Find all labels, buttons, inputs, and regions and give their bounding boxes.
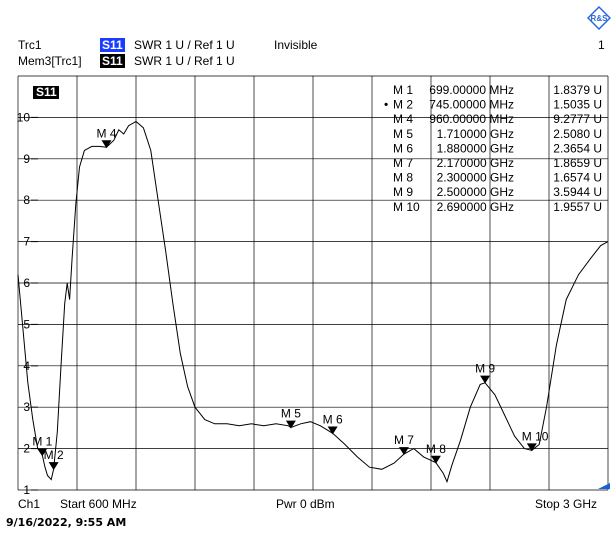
scroll-arrow-icon[interactable] [598, 483, 610, 489]
plot-label-badge [33, 86, 59, 99]
channel-label[interactable]: Ch1 [18, 497, 41, 511]
trace1-tag-label: S11 [100, 38, 125, 52]
marker-table-stimulus: 699.00000 MHz [429, 83, 514, 97]
start-frequency[interactable]: Start 600 MHz [60, 497, 137, 511]
marker-triangle[interactable] [48, 462, 59, 471]
marker-table-reading: 1.8659 U [553, 156, 602, 170]
marker-table: M 1 699.00000 MHz 1.8379 U • M 2 745.00000 MH… [384, 83, 602, 214]
marker-plot-label: M 1 [32, 434, 52, 448]
trace1-name[interactable]: Trc1 [18, 38, 42, 52]
marker-triangle[interactable] [398, 447, 409, 456]
marker-table-name: M 9 [393, 185, 413, 199]
stop-frequency[interactable]: Stop 3 GHz [535, 497, 598, 511]
marker-table-stimulus: 2.300000 GHz [437, 171, 514, 185]
marker-table-name: M 5 [393, 127, 413, 141]
marker-plot-label: M 9 [475, 362, 495, 376]
marker-table-reading: 1.6574 U [553, 171, 602, 185]
marker-table-reading: 3.5944 U [553, 185, 602, 199]
marker-triangle[interactable] [37, 448, 48, 457]
plot-grid [17, 75, 609, 491]
marker-table-name: M 6 [393, 141, 413, 155]
marker-table-stimulus: 1.710000 GHz [437, 127, 514, 141]
marker-table-stimulus: 745.00000 MHz [429, 98, 514, 112]
marker-table-name: M 1 [393, 83, 413, 97]
s11-trace [17, 120, 609, 484]
y-tick-label: 10 [17, 110, 31, 124]
y-tick-label: 7 [23, 235, 30, 249]
marker-table-name: M 2 [393, 98, 413, 112]
y-tick-label: 5 [23, 317, 30, 331]
marker-plot-label: M 5 [281, 407, 301, 421]
trace2-format[interactable]: SWR 1 U / Ref 1 U [134, 54, 235, 68]
y-tick-label: 3 [23, 400, 30, 414]
power-level[interactable]: Pwr 0 dBm [276, 497, 335, 511]
y-tick-label: 2 [23, 442, 30, 456]
marker-plot-label: M 4 [97, 126, 117, 140]
trace1-format[interactable]: SWR 1 U / Ref 1 U [134, 38, 235, 52]
active-marker-dot: • [384, 98, 388, 112]
channel-number: 1 [598, 38, 605, 52]
y-tick-label: 4 [23, 359, 30, 373]
marker-plot-label: M 8 [426, 442, 446, 456]
y-tick-label: 6 [23, 276, 30, 290]
marker-table-reading: 1.9557 U [553, 200, 602, 214]
marker-table-name: M 8 [393, 171, 413, 185]
marker-table-stimulus: 2.690000 GHz [437, 200, 514, 214]
marker-triangle[interactable] [327, 426, 338, 435]
marker-triangle[interactable] [101, 140, 112, 149]
marker-table-stimulus: 2.170000 GHz [437, 156, 514, 170]
marker-table-stimulus: 1.880000 GHz [437, 141, 514, 155]
y-axis-labels: 10 9 8 7 6 5 4 3 2 1 [17, 110, 38, 497]
marker-triangle[interactable] [526, 443, 537, 452]
y-tick-label: 8 [23, 193, 30, 207]
trace2-name[interactable]: Mem3[Trc1] [18, 54, 82, 68]
plot-label: S11 [36, 85, 57, 99]
marker-table-stimulus: 960.00000 MHz [429, 112, 514, 126]
y-tick-label: 1 [23, 483, 30, 497]
marker-triangle[interactable] [285, 420, 296, 429]
marker-table-reading: 1.8379 U [553, 83, 602, 97]
marker-triangle[interactable] [480, 375, 491, 384]
marker-table-reading: 2.3654 U [553, 141, 602, 155]
timestamp: 9/16/2022, 9:55 AM [6, 516, 127, 529]
marker-table-reading: 1.5035 U [553, 98, 602, 112]
marker-plot-label: M 6 [323, 412, 343, 426]
marker-table-name: M 7 [393, 156, 413, 170]
marker-table-reading: 9.2777 U [553, 112, 602, 126]
trace1-state: Invisible [274, 38, 318, 52]
marker-plot-label: M 10 [522, 429, 549, 443]
marker-plot-label: M 7 [394, 433, 414, 447]
trace2-tag[interactable]: S11 [100, 54, 125, 68]
marker-table-name: M 10 [393, 200, 420, 214]
svg-text:R&S: R&S [591, 14, 609, 23]
marker-triangle[interactable] [430, 455, 441, 464]
trace2-tag-label: S11 [100, 54, 125, 68]
marker-table-reading: 2.5080 U [553, 127, 602, 141]
rs-logo-icon: R&S [587, 6, 611, 30]
marker-table-stimulus: 2.500000 GHz [437, 185, 514, 199]
y-tick-label: 9 [23, 152, 30, 166]
marker-plot-label: M 2 [44, 448, 64, 462]
marker-table-name: M 4 [393, 112, 413, 126]
trace1-tag[interactable]: S11 [100, 38, 125, 52]
